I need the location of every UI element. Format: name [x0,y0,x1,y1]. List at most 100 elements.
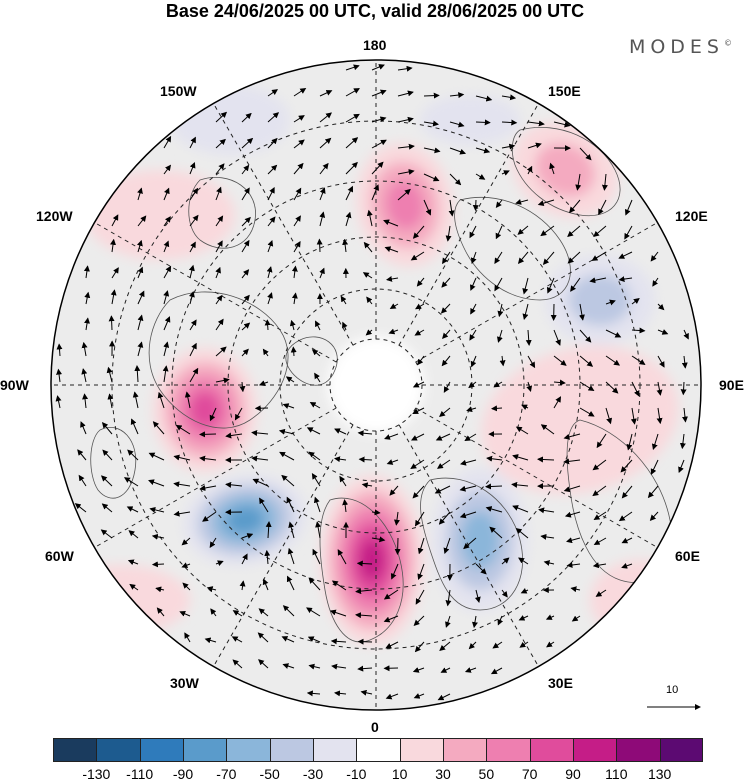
wind-arrow [267,112,280,123]
wind-arrow [184,632,191,643]
lon-label-150w: 150W [160,83,197,99]
wind-arrow [366,209,373,227]
wind-arrow [241,112,252,123]
wind-arrow [110,289,117,305]
wind-arrow [491,405,503,412]
lon-label-0: 0 [371,719,379,735]
wind-arrow [163,187,170,201]
wind-arrow [210,608,217,617]
wind-arrow [490,667,503,675]
wind-arrow [650,459,659,475]
wind-arrow [501,557,510,565]
wind-arrow [441,277,451,288]
wind-arrow [342,321,348,331]
wind-arrow [55,395,62,409]
lon-label-150e: 150E [548,83,581,99]
wind-arrow [570,277,581,292]
wind-arrow [163,216,171,227]
wind-arrow [107,393,114,409]
wind-arrow [475,95,493,102]
wind-arrow [475,147,491,154]
wind-arrow [232,610,243,617]
wind-arrow [127,559,139,566]
wind-arrow [241,216,251,227]
wind-arrow [596,433,607,449]
wind-arrow [649,511,659,521]
wind-arrow [678,459,685,474]
wind-arrow [155,586,165,593]
colorbar-tick-label: -50 [259,766,280,782]
wind-arrow [517,251,529,264]
colorbar-swatch [399,738,444,762]
wind-arrow [81,368,88,383]
wind-arrow [592,562,607,569]
colorbar-swatch [183,738,227,762]
wind-arrow [423,199,432,216]
polar-cap [328,337,424,433]
wind-arrow [423,92,440,99]
wind-arrow [239,381,246,393]
wind-arrow [546,641,555,648]
wind-arrow [282,663,295,669]
wind-arrow [181,537,191,546]
brand-text: MODES [628,36,724,58]
wind-arrow [215,346,227,357]
wind-arrow [448,199,455,217]
wind-arrow [417,563,425,580]
wind-arrow [175,424,191,435]
wind-arrow [626,433,633,451]
wind-arrow [439,407,451,418]
wind-arrow [137,187,143,201]
wind-arrow [393,511,400,526]
wind-arrow [569,199,581,214]
wind-arrow [620,459,633,473]
wind-arrow [545,614,555,620]
wind-arrow [371,184,379,201]
wind-arrow [526,165,533,175]
colorbar-swatch [616,738,661,762]
wind-arrow [101,422,113,435]
wind-arrow [137,314,144,331]
wind-arrow [515,426,529,435]
wind-arrow [189,367,199,383]
colorbar-tick-label: -10 [346,766,367,782]
wind-arrow [489,526,503,539]
wind-arrow [657,303,665,311]
wind-arrow [152,421,165,435]
wind-arrow [651,433,659,451]
wind-arrow [356,560,373,567]
wind-arrow [501,94,517,101]
wind-arrow [492,641,503,649]
wind-arrow [501,170,510,176]
wind-arrow [100,475,113,487]
wind-arrow [566,561,581,568]
wind-arrow [241,239,250,253]
wind-arrow [345,113,360,123]
wind-arrow [189,214,199,227]
wind-arrow [412,485,425,499]
wind-arrow [188,264,195,279]
wind-arrow [621,485,633,499]
wind-arrow [527,355,536,369]
wind-arrow [415,589,425,605]
wind-arrow [413,693,425,699]
wind-arrow [262,578,269,591]
wind-arrow [108,315,115,331]
wind-arrow [129,583,139,591]
wind-arrow [435,433,451,441]
wind-arrow [127,449,139,461]
wind-arrow [519,641,529,648]
wind-arrow [631,327,646,334]
wind-arrow [605,381,619,394]
wind-arrow [173,481,191,488]
wind-arrow [215,240,223,253]
anomaly-contour [568,274,632,326]
wind-arrow [515,527,529,539]
wind-arrow [267,89,279,97]
wind-arrow [123,477,139,487]
wind-arrow [182,582,191,591]
wind-arrow [474,589,481,603]
lon-label-60w: 60W [45,548,74,564]
wind-arrow [306,427,321,435]
wind-arrow [389,303,399,310]
